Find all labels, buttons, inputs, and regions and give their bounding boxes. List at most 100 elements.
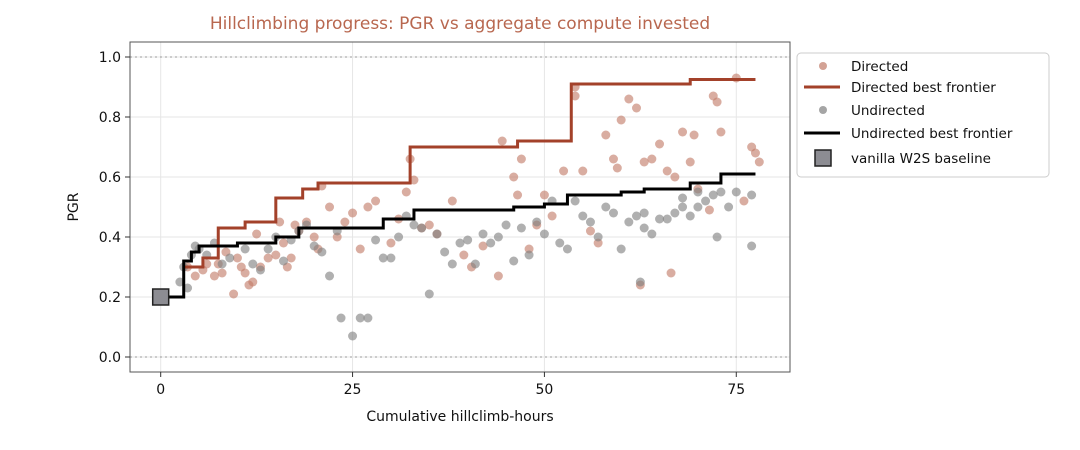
undirected-point: [532, 217, 542, 227]
undirected-point: [348, 331, 358, 341]
undirected-point: [655, 214, 665, 224]
undirected-point: [470, 259, 480, 269]
directed-point: [601, 130, 611, 140]
undirected-point: [647, 229, 657, 239]
y-ticks: 0.0 0.2 0.4 0.6 0.8 1.0: [99, 50, 130, 366]
directed-point: [608, 154, 618, 164]
directed-point: [647, 154, 657, 164]
undirected-point: [616, 244, 626, 254]
undirected-point: [509, 256, 519, 266]
undirected-point: [747, 190, 757, 200]
legend-box: [796, 52, 1050, 178]
directed-point: [363, 202, 373, 212]
undirected-point: [394, 232, 404, 242]
directed-point: [340, 217, 350, 227]
undirected-point: [217, 259, 227, 269]
undirected-point: [263, 244, 273, 254]
undirected-point: [524, 250, 534, 260]
undirected-point: [662, 214, 672, 224]
directed-point: [655, 139, 665, 149]
undirected-point: [539, 229, 549, 239]
undirected-frontier-line: [160, 172, 756, 299]
undirected-point: [601, 202, 611, 212]
legend-undirected-frontier: Undirected best frontier: [851, 126, 1013, 142]
directed-point: [325, 202, 335, 212]
directed-point: [685, 157, 695, 167]
undirected-point: [455, 238, 465, 248]
legend-directed: Directed: [851, 59, 908, 75]
directed-point: [712, 97, 722, 107]
directed-point: [570, 91, 580, 101]
legend-directed-marker: [819, 62, 827, 70]
undirected-point: [685, 211, 695, 221]
undirected-point: [248, 259, 258, 269]
undirected-point: [501, 220, 511, 230]
undirected-point: [355, 313, 365, 323]
undirected-point: [701, 196, 711, 206]
directed-point: [662, 166, 672, 176]
directed-point: [666, 268, 676, 278]
undirected-point: [417, 223, 427, 233]
undirected-point: [693, 187, 703, 197]
undirected-point: [371, 235, 381, 245]
directed-point: [348, 208, 358, 218]
directed-point: [624, 94, 634, 104]
directed-point: [689, 130, 699, 140]
legend-baseline: vanilla W2S baseline: [851, 151, 991, 167]
undirected-point: [516, 223, 526, 233]
directed-point: [271, 250, 281, 260]
directed-frontier-line: [183, 78, 756, 269]
directed-point: [286, 253, 296, 263]
undirected-point: [731, 187, 741, 197]
directed-point: [309, 232, 319, 242]
undirected-point: [378, 253, 388, 263]
directed-point: [616, 115, 626, 125]
directed-point: [447, 196, 457, 206]
baseline-marker: [151, 288, 170, 306]
x-ticks: 0 25 50 75: [156, 372, 745, 398]
directed-point: [750, 148, 760, 158]
legend-directed-frontier: Directed best frontier: [851, 80, 996, 96]
undirected-point: [493, 232, 503, 242]
directed-point: [547, 211, 557, 221]
undirected-point: [608, 208, 618, 218]
directed-point: [217, 268, 227, 278]
undirected-point: [578, 211, 588, 221]
undirected-point: [386, 253, 396, 263]
directed-point: [704, 205, 714, 215]
directed-point: [275, 217, 285, 227]
legend: Directed Directed best frontier Undirect…: [796, 52, 1050, 178]
undirected-point: [363, 313, 373, 323]
undirected-point: [678, 202, 688, 212]
undirected-point: [724, 202, 734, 212]
directed-point: [678, 127, 688, 137]
undirected-point: [555, 238, 565, 248]
undirected-point: [693, 202, 703, 212]
directed-point: [263, 253, 273, 263]
legend-undirected: Undirected: [851, 103, 925, 119]
undirected-point: [424, 289, 434, 299]
directed-point: [612, 163, 622, 173]
undirected-point: [325, 271, 335, 281]
undirected-point: [240, 244, 250, 254]
directed-point: [578, 166, 588, 176]
directed-point: [716, 127, 726, 137]
undirected-point: [712, 232, 722, 242]
undirected-point: [678, 193, 688, 203]
directed-point: [401, 187, 411, 197]
directed-point: [202, 259, 212, 269]
undirected-point: [478, 229, 488, 239]
directed-point: [229, 289, 239, 299]
directed-point: [670, 172, 680, 182]
undirected-point: [309, 241, 319, 251]
undirected-point: [635, 277, 645, 287]
directed-point: [639, 157, 649, 167]
undirected-point: [432, 229, 442, 239]
directed-point: [278, 238, 288, 248]
directed-point: [509, 172, 519, 182]
y-tick-label: 0.6: [99, 170, 121, 186]
undirected-point: [255, 265, 265, 275]
undirected-point: [175, 277, 185, 287]
directed-point: [539, 190, 549, 200]
